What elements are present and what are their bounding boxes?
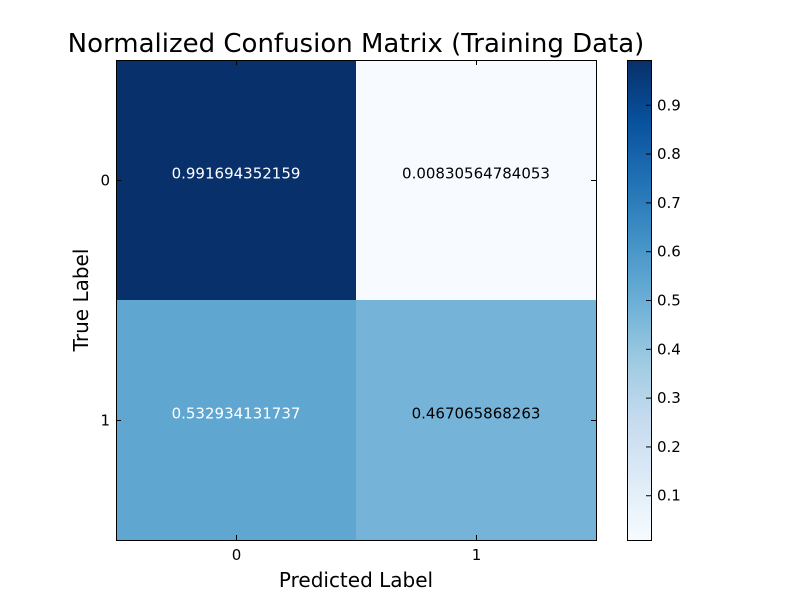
y-tick-label: 0	[100, 172, 110, 190]
colorbar-tick-label: 0.6	[657, 243, 681, 261]
colorbar-tick-label: 0.7	[657, 194, 681, 212]
heatmap-cells: 0.991694352159 0.00830564784053 0.53293413…	[116, 60, 596, 540]
x-tick-label: 0	[232, 546, 242, 564]
heatmap-cell-0-0	[116, 60, 356, 300]
colorbar-tick-label: 0.1	[657, 487, 681, 505]
y-axis-label: True Label	[69, 249, 93, 353]
heatmap-cell-1-0	[116, 300, 356, 540]
y-tick-label: 1	[100, 412, 110, 430]
colorbar-tick-label: 0.8	[657, 145, 681, 163]
x-axis-label: Predicted Label	[279, 568, 433, 592]
colorbar-tick-label: 0.4	[657, 340, 681, 358]
x-tick-label: 1	[472, 546, 482, 564]
colorbar-tick-label: 0.2	[657, 438, 681, 456]
axis-ticks: 0 1 0 1	[100, 60, 596, 564]
colorbar-tick-label: 0.5	[657, 292, 681, 310]
cell-value-label-1-0: 0.532934131737	[172, 405, 301, 423]
colorbar: 0.1 0.2 0.3 0.4 0.5 0.6 0.7 0.8 0.9	[627, 60, 681, 541]
cell-value-label-1-1: 0.467065868263	[412, 405, 541, 423]
cell-value-label-0-1: 0.00830564784053	[402, 165, 550, 183]
colorbar-ticks: 0.1 0.2 0.3 0.4 0.5 0.6 0.7 0.8 0.9	[646, 96, 681, 505]
heatmap-cell-1-1	[356, 300, 596, 540]
cell-value-label-0-0: 0.991694352159	[172, 165, 301, 183]
colorbar-tick-label: 0.3	[657, 389, 681, 407]
colorbar-tick-label: 0.9	[657, 96, 681, 114]
heatmap-cell-0-1	[356, 60, 596, 300]
plot-frame	[116, 60, 597, 541]
chart-title: Normalized Confusion Matrix (Training Da…	[68, 29, 645, 59]
